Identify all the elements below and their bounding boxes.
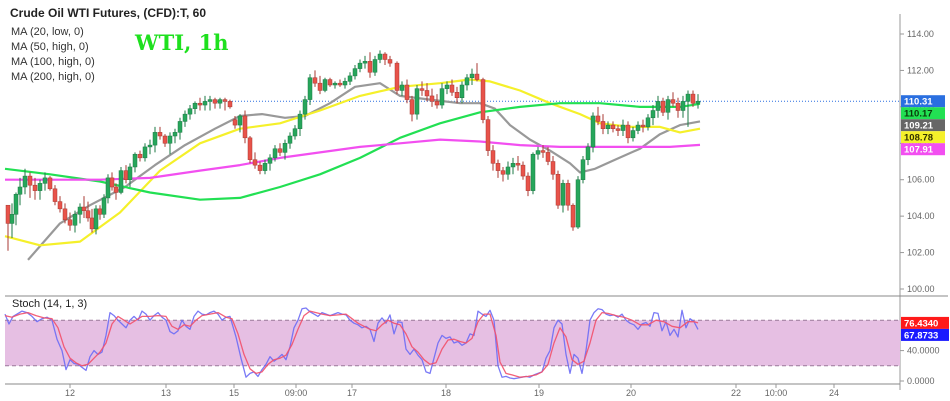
price-tick-label: 100.00 [907,284,935,294]
price-tag: 109.21 [904,121,934,132]
time-axis[interactable]: 12 13 15 09:00 17 18 19 20 22 10:00 24 [65,384,839,398]
price-axis[interactable]: 100.00102.00104.00106.00108.00110.00112.… [900,29,935,294]
time-tick-label: 24 [829,388,839,398]
stoch-tick-label: 0.0000 [907,376,935,386]
chart-title: Crude Oil WTI Futures, (CFD):T, 60 [10,6,207,20]
price-tick-label: 102.00 [907,248,935,258]
price-tag: 108.78 [904,133,933,144]
time-tick-label: 18 [441,388,451,398]
ma-line [4,78,701,247]
ma-legend: MA (20, low, 0) MA (50, high, 0) MA (100… [11,25,95,85]
ma-legend-item-200[interactable]: MA (200, high, 0) [11,71,95,83]
ma-legend-item-20[interactable]: MA (20, low, 0) [11,26,84,38]
time-tick-label: 20 [626,388,636,398]
candlesticks [5,50,701,251]
time-tick-label: 15 [229,388,239,398]
price-tick-label: 106.00 [907,175,935,185]
price-tick-label: 104.00 [907,211,935,221]
price-tick-label: 112.00 [907,65,934,75]
price-tag: 107.91 [904,145,934,156]
stochastic-lines [4,307,699,380]
ma-line [5,138,701,181]
price-tick-label: 114.00 [907,29,934,39]
stoch-axis[interactable]: 0.0000 40.0000 [900,346,940,386]
stoch-line [4,310,699,378]
price-tag: 110.17 [904,109,933,120]
stoch-legend[interactable]: Stoch (14, 1, 3) [12,298,88,310]
price-tag: 110.31 [904,97,933,108]
stoch-overbought-oversold-band [5,319,900,367]
time-tick-label: 19 [534,388,544,398]
time-tick-label: 12 [65,388,75,398]
stoch-value-tag: 67.8733 [904,330,938,341]
time-tick-label: 10:00 [765,388,788,398]
timeframe-badge: WTI, 1h [135,30,229,55]
time-tick-label: 17 [347,388,357,398]
stoch-tick-label: 40.0000 [907,346,940,356]
ma-legend-item-100[interactable]: MA (100, high, 0) [11,56,95,68]
time-tick-label: 13 [161,388,171,398]
stoch-value-tag: 76.4340 [904,318,938,329]
time-tick-label: 22 [731,388,741,398]
moving-averages [4,78,701,261]
ma-legend-item-50[interactable]: MA (50, high, 0) [11,41,89,53]
time-tick-label: 09:00 [285,388,308,398]
ma-line [4,102,701,201]
